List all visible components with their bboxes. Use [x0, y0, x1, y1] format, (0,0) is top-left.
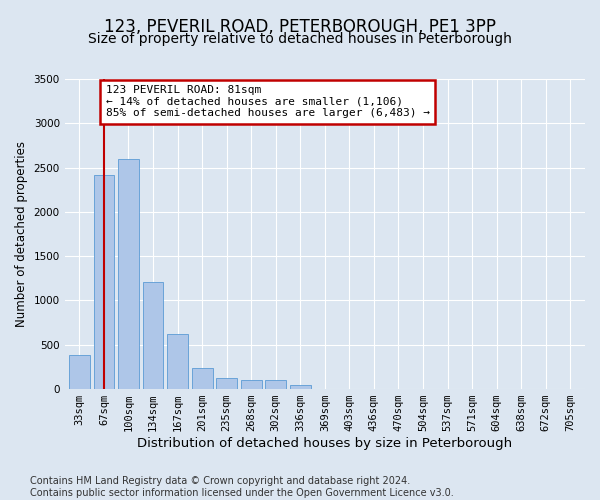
Bar	[290, 384, 311, 389]
Bar	[191, 368, 212, 389]
Bar	[118, 158, 139, 389]
Bar	[241, 380, 262, 389]
Text: 123 PEVERIL ROAD: 81sqm
← 14% of detached houses are smaller (1,106)
85% of semi: 123 PEVERIL ROAD: 81sqm ← 14% of detache…	[106, 85, 430, 118]
Bar	[143, 282, 163, 389]
Bar	[167, 334, 188, 389]
Bar	[69, 354, 90, 389]
Bar	[265, 380, 286, 389]
Text: Size of property relative to detached houses in Peterborough: Size of property relative to detached ho…	[88, 32, 512, 46]
Text: Contains HM Land Registry data © Crown copyright and database right 2024.
Contai: Contains HM Land Registry data © Crown c…	[30, 476, 454, 498]
Y-axis label: Number of detached properties: Number of detached properties	[15, 141, 28, 327]
Text: 123, PEVERIL ROAD, PETERBOROUGH, PE1 3PP: 123, PEVERIL ROAD, PETERBOROUGH, PE1 3PP	[104, 18, 496, 36]
Bar	[94, 174, 115, 389]
X-axis label: Distribution of detached houses by size in Peterborough: Distribution of detached houses by size …	[137, 437, 512, 450]
Bar	[216, 378, 237, 389]
